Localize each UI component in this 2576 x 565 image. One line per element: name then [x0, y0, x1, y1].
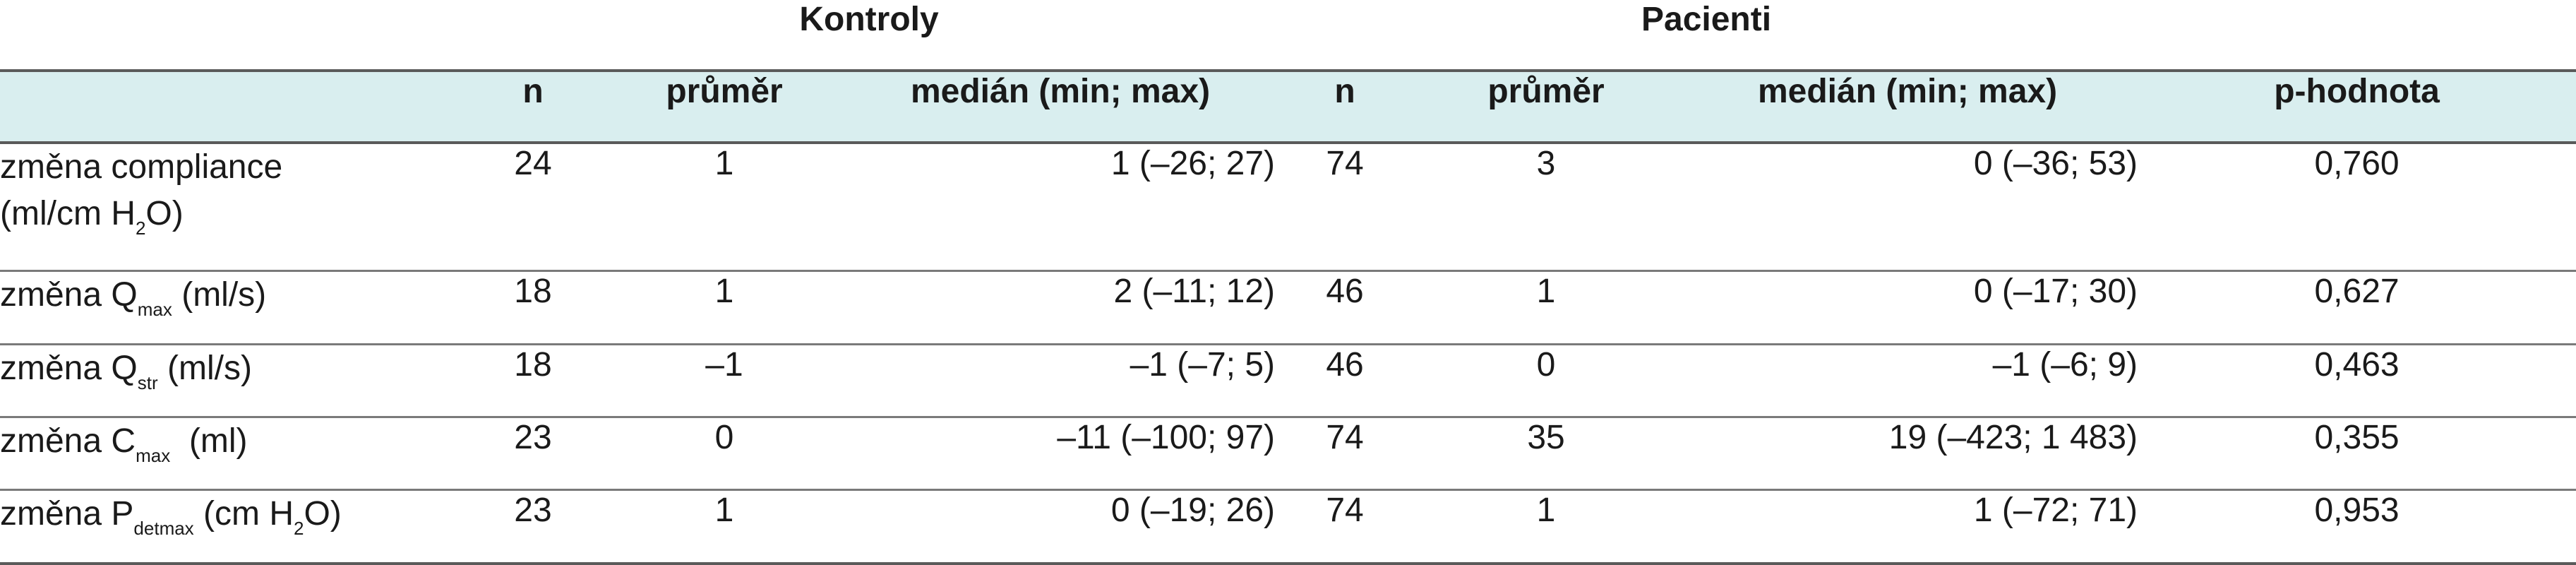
- table-row: změna Pdetmax (cm H2O) 23 1 0 (–19; 26) …: [0, 489, 2576, 565]
- cell-k-n: 18: [463, 270, 603, 345]
- cell-k-n: 24: [463, 143, 603, 273]
- table-row: změna Qmax (ml/s) 18 1 2 (–11; 12) 46 1 …: [0, 270, 2576, 345]
- column-header-k-median: medián (min; max): [846, 71, 1276, 144]
- cell-k-median: 1 (–26; 27): [846, 143, 1276, 273]
- column-header-row: n průměr medián (min; max) n průměr medi…: [0, 71, 2576, 144]
- cell-k-n: 23: [463, 417, 603, 492]
- cell-p-n: 46: [1275, 270, 1415, 345]
- column-header-p-prumer: průměr: [1415, 71, 1678, 144]
- cell-p-median: 19 (–423; 1 483): [1677, 417, 2138, 492]
- row-label: změna Qmax (ml/s): [0, 270, 463, 345]
- column-header-p-median: medián (min; max): [1677, 71, 2138, 144]
- cell-p-value: 0,355: [2138, 417, 2576, 492]
- row-label-unit: (ml/cm H2O): [0, 195, 184, 239]
- cell-k-median: 2 (–11; 12): [846, 270, 1276, 345]
- column-header-p-n: n: [1275, 71, 1415, 144]
- group-header-row: Kontroly Pacienti: [0, 0, 2576, 72]
- table-row: změna compliance (ml/cm H2O) 24 1 1 (–26…: [0, 143, 2576, 273]
- cell-p-mean: 3: [1415, 143, 1678, 273]
- cell-p-n: 74: [1275, 143, 1415, 273]
- empty-header-cell: [0, 0, 463, 72]
- cell-p-mean: 35: [1415, 417, 1678, 492]
- cell-k-median: –1 (–7; 5): [846, 344, 1276, 419]
- group-header-kontroly: Kontroly: [463, 0, 1276, 72]
- cell-k-mean: 0: [603, 417, 846, 492]
- cell-k-mean: 1: [603, 489, 846, 565]
- group-header-pacienti: Pacienti: [1275, 0, 2138, 72]
- cell-p-median: 1 (–72; 71): [1677, 489, 2138, 565]
- cell-k-mean: 1: [603, 270, 846, 345]
- row-label: změna Qstr (ml/s): [0, 344, 463, 419]
- cell-k-n: 18: [463, 344, 603, 419]
- cell-k-mean: 1: [603, 143, 846, 273]
- column-header-p-hodnota: p-hodnota: [2138, 71, 2576, 144]
- empty-header-cell: [2138, 0, 2576, 72]
- cell-p-n: 46: [1275, 344, 1415, 419]
- cell-p-value: 0,463: [2138, 344, 2576, 419]
- cell-p-median: 0 (–36; 53): [1677, 143, 2138, 273]
- row-label: změna compliance (ml/cm H2O): [0, 143, 463, 273]
- cell-p-median: 0 (–17; 30): [1677, 270, 2138, 345]
- row-label: změna Cmax (ml): [0, 417, 463, 492]
- cell-p-value: 0,760: [2138, 143, 2576, 273]
- row-label: změna Pdetmax (cm H2O): [0, 489, 463, 565]
- row-label-text: změna compliance: [0, 148, 283, 186]
- column-header-k-n: n: [463, 71, 603, 144]
- cell-p-n: 74: [1275, 489, 1415, 565]
- cell-k-n: 23: [463, 489, 603, 565]
- cell-p-median: –1 (–6; 9): [1677, 344, 2138, 419]
- table-row: změna Qstr (ml/s) 18 –1 –1 (–7; 5) 46 0 …: [0, 344, 2576, 419]
- cell-k-median: –11 (–100; 97): [846, 417, 1276, 492]
- cell-p-value: 0,953: [2138, 489, 2576, 565]
- table-row: změna Cmax (ml) 23 0 –11 (–100; 97) 74 3…: [0, 417, 2576, 492]
- cell-p-n: 74: [1275, 417, 1415, 492]
- cell-k-mean: –1: [603, 344, 846, 419]
- column-header-k-prumer: průměr: [603, 71, 846, 144]
- cell-p-mean: 1: [1415, 270, 1678, 345]
- column-header-label: [0, 71, 463, 144]
- cell-p-mean: 0: [1415, 344, 1678, 419]
- cell-k-median: 0 (–19; 26): [846, 489, 1276, 565]
- cell-p-mean: 1: [1415, 489, 1678, 565]
- cell-p-value: 0,627: [2138, 270, 2576, 345]
